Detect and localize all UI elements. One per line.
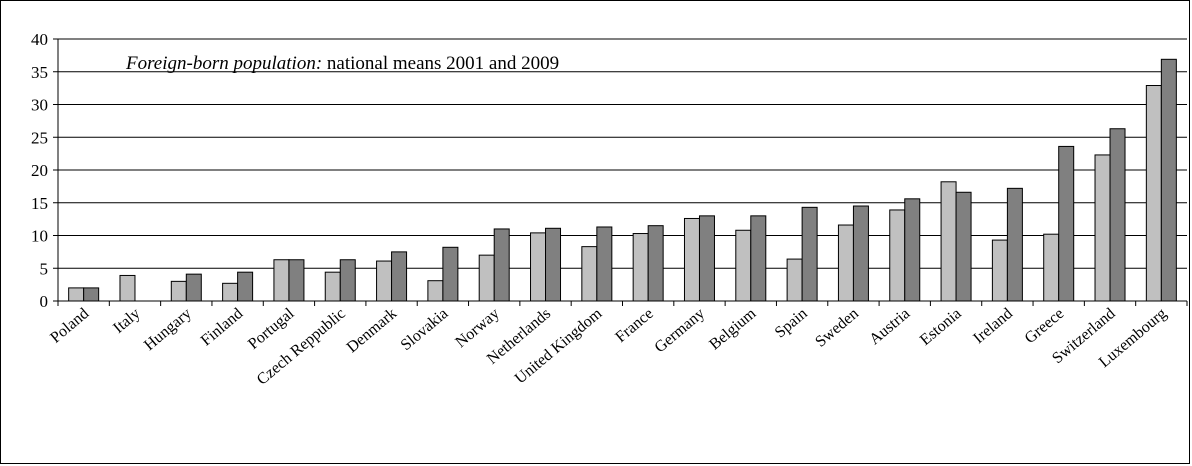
x-category-label: Finland [198,305,246,349]
bar-series2-poland [83,287,100,302]
x-category-label: France [612,305,656,346]
bar-series2-united-kingdom [596,226,613,302]
bar-series2-france [647,225,664,302]
bar-series2-estonia [955,191,972,302]
x-category-label: Ireland [970,305,1016,347]
bar-series1-greece [1043,233,1060,302]
y-tick-label: 10 [31,227,48,246]
x-category-label: Estonia [917,305,965,349]
chart-title-rest: national means 2001 and 2009 [322,53,559,74]
bar-series2-belgium [750,215,767,302]
bar-series2-finland [237,271,254,302]
chart-title-italic: Foreign-born population: [125,53,322,74]
bar-series2-czech-reppublic [339,259,356,302]
x-category-label: Italy [110,305,143,337]
bar-series1-denmark [376,260,393,302]
axes [53,38,1188,306]
chart-title: Foreign-born population: national means … [125,53,559,74]
x-category-label: Germany [652,305,709,356]
y-tick-label: 5 [40,259,49,278]
bar-series1-spain [786,258,803,302]
bar-series1-switzerland [1094,154,1111,302]
bar-series1-france [632,233,649,302]
bar-series2-netherlands [545,227,562,302]
bar-series1-united-kingdom [581,246,598,302]
y-tick-label: 35 [31,63,48,82]
x-category-label: Poland [47,305,92,347]
bar-series1-italy [119,274,136,302]
bar-series1-austria [889,209,906,302]
bar-series2-ireland [1006,187,1023,302]
bar-series1-slovakia [427,280,444,302]
bar-series2-sweden [852,205,869,302]
y-tick-labels: 0 5 10 15 20 25 30 35 40 [31,30,48,311]
bar-series2-greece [1058,145,1075,302]
bar-series1-hungary [170,280,187,302]
bar-series2-luxembourg [1160,58,1177,302]
y-tick-label: 25 [31,128,48,147]
y-tick-label: 15 [31,194,48,213]
x-category-label: Austria [866,305,913,348]
bar-series2-spain [801,206,818,302]
bar-series2-hungary [185,273,202,302]
x-category-label: United Kingdom [512,305,606,388]
bar-series1-ireland [991,239,1008,302]
bar-series1-sweden [837,224,854,302]
x-category-label: Denmark [344,305,401,356]
bar-series2-denmark [391,251,408,302]
bar-series1-czech-reppublic [324,271,341,302]
bar-series2-austria [904,198,921,302]
bar-series1-poland [68,287,85,302]
x-category-label: Sweden [812,305,862,351]
x-category-label: Czech Reppublic [254,305,349,389]
bar-series1-norway [478,254,495,302]
y-tick-label: 0 [40,292,49,311]
x-category-label: Greece [1022,305,1068,347]
x-category-label: Belgium [706,305,760,354]
y-tick-label: 40 [31,30,48,49]
bars [68,58,1177,302]
y-tick-label: 30 [31,96,48,115]
bar-series2-slovakia [442,246,459,302]
bar-series1-estonia [940,181,957,302]
gridlines [58,38,1187,269]
bar-series1-finland [222,282,239,302]
x-category-label: Hungary [141,305,195,354]
bar-series1-belgium [735,229,752,302]
bar-series1-germany [683,217,700,302]
bar-series2-germany [698,215,715,302]
x-category-label: Slovakia [398,305,452,354]
bar-series1-netherlands [530,232,547,302]
x-category-label: Spain [772,305,811,341]
bar-series1-portugal [273,259,290,302]
bar-series2-switzerland [1109,128,1126,302]
y-tick-label: 20 [31,161,48,180]
bar-series2-portugal [288,259,305,302]
bar-series2-norway [493,228,510,302]
bar-series1-luxembourg [1145,85,1162,302]
